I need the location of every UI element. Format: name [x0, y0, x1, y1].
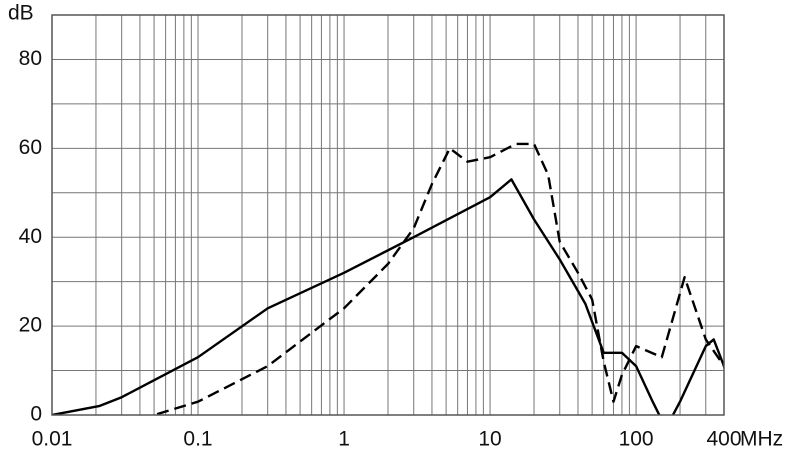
y-tick-label: 60 [19, 136, 42, 159]
y-tick-label: 40 [19, 225, 42, 248]
y-axis-label: dB [8, 2, 34, 25]
x-tick-label: 0.01 [32, 428, 73, 451]
x-tick-label: 0.1 [183, 428, 212, 451]
x-axis-label: MHz [740, 428, 783, 451]
y-tick-label: 20 [19, 314, 42, 337]
x-tick-label: 400 [706, 428, 741, 451]
y-tick-label: 0 [30, 403, 42, 426]
x-tick-label: 100 [619, 428, 654, 451]
x-tick-label: 1 [338, 428, 350, 451]
data-line [52, 178, 724, 415]
data-line [150, 142, 724, 415]
plot-frame [51, 14, 725, 416]
y-tick-label: 80 [19, 47, 42, 70]
x-tick-label: 10 [478, 428, 501, 451]
plot-area [52, 142, 724, 415]
